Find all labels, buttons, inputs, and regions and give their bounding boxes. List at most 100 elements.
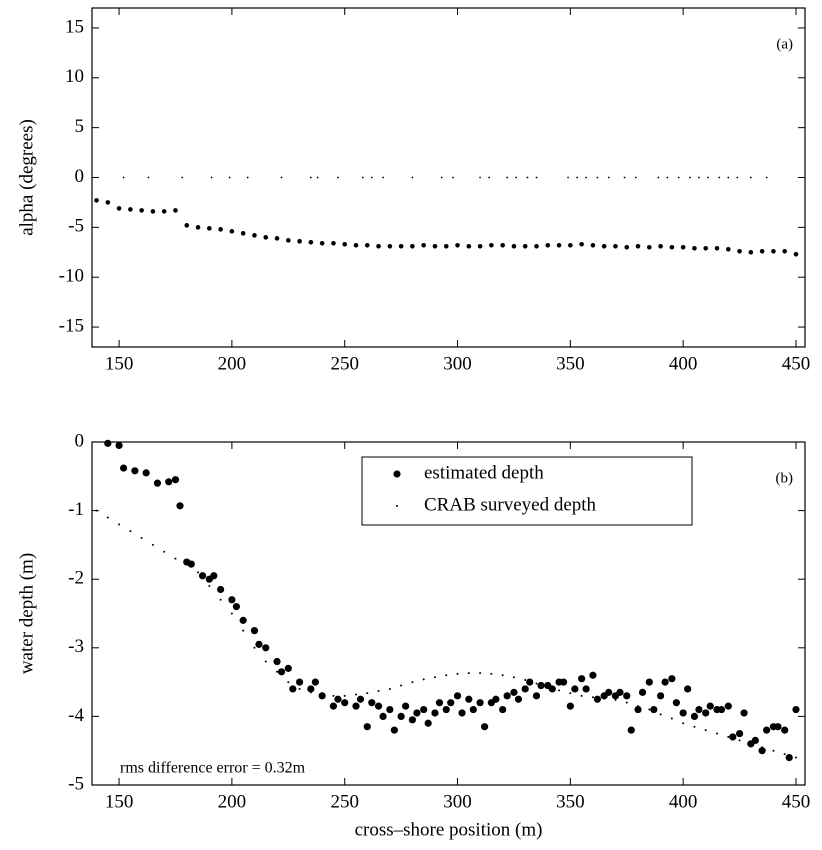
data-point xyxy=(442,705,450,714)
data-point xyxy=(481,723,489,731)
data-point xyxy=(556,243,562,248)
x-tick-label: 450 xyxy=(782,791,811,812)
data-point xyxy=(469,705,477,714)
data-point xyxy=(648,708,651,711)
data-point xyxy=(252,233,257,238)
data-point xyxy=(118,523,121,526)
data-point xyxy=(603,697,606,700)
data-point xyxy=(724,702,732,710)
data-point xyxy=(794,756,797,759)
data-point xyxy=(772,749,775,752)
data-point xyxy=(217,585,225,594)
data-point xyxy=(370,176,373,179)
data-point xyxy=(353,243,359,248)
data-point xyxy=(289,685,297,693)
data-point xyxy=(727,176,730,179)
y-axis-label: alpha (degrees) xyxy=(16,119,37,236)
data-point xyxy=(716,732,719,735)
data-point xyxy=(727,735,730,738)
y-tick-label: -5 xyxy=(68,773,84,794)
data-point xyxy=(748,249,754,255)
data-point xyxy=(703,245,709,251)
data-point xyxy=(524,679,527,682)
data-point xyxy=(368,699,376,707)
y-tick-label: 0 xyxy=(75,430,85,451)
data-point xyxy=(635,243,641,249)
data-point xyxy=(783,753,786,756)
data-point xyxy=(466,243,472,249)
y-tick-label: -1 xyxy=(68,499,84,520)
y-tick-label: 5 xyxy=(75,116,85,137)
data-point xyxy=(582,685,590,693)
data-point xyxy=(390,726,398,734)
data-point xyxy=(656,692,665,700)
x-tick-label: 300 xyxy=(443,353,472,374)
x-tick-label: 250 xyxy=(330,353,359,374)
data-point xyxy=(645,678,653,686)
data-point xyxy=(593,695,602,703)
data-point xyxy=(410,243,415,249)
data-point xyxy=(689,176,691,179)
data-point xyxy=(297,239,302,244)
data-point xyxy=(514,695,523,703)
y-tick-label: -3 xyxy=(68,636,84,657)
data-point xyxy=(506,176,509,179)
data-point xyxy=(153,479,162,487)
data-point xyxy=(579,242,584,247)
data-point xyxy=(250,627,259,635)
data-point xyxy=(548,685,556,693)
annotation: rms difference error = 0.32m xyxy=(120,760,306,777)
data-point xyxy=(397,712,405,721)
data-point xyxy=(647,244,652,250)
data-point xyxy=(479,672,482,675)
data-point xyxy=(576,176,579,179)
data-point xyxy=(613,243,618,249)
data-point xyxy=(532,692,541,700)
y-tick-label: -4 xyxy=(68,705,84,726)
data-point xyxy=(337,176,339,179)
data-point xyxy=(571,685,579,693)
data-point xyxy=(515,176,518,179)
data-point xyxy=(650,705,658,714)
data-point xyxy=(239,616,247,624)
data-point xyxy=(210,176,213,179)
data-point xyxy=(759,248,765,254)
data-point xyxy=(287,681,290,684)
data-point xyxy=(568,243,573,248)
data-point xyxy=(501,674,504,677)
data-point xyxy=(638,688,647,696)
data-point xyxy=(104,439,112,447)
data-point xyxy=(526,678,534,686)
data-point xyxy=(749,742,752,745)
data-point xyxy=(503,692,511,700)
data-point xyxy=(374,702,383,710)
y-tick-label: -15 xyxy=(59,315,84,336)
data-point xyxy=(453,692,462,700)
data-point xyxy=(420,705,428,714)
data-point xyxy=(411,681,414,684)
data-point xyxy=(115,441,123,450)
data-point xyxy=(386,705,394,714)
data-point xyxy=(341,699,349,707)
data-point xyxy=(246,176,249,179)
data-point xyxy=(116,206,122,211)
data-point xyxy=(284,664,292,672)
x-axis-label: cross–shore position (m) xyxy=(355,819,543,840)
data-point xyxy=(264,660,267,663)
data-point xyxy=(614,698,617,701)
data-point xyxy=(607,176,610,179)
data-point xyxy=(364,243,370,248)
data-point xyxy=(758,747,766,755)
data-point xyxy=(147,176,150,179)
data-point xyxy=(585,176,588,179)
data-point xyxy=(707,176,709,179)
data-point xyxy=(616,688,624,696)
data-point xyxy=(207,226,212,231)
data-point xyxy=(187,560,195,568)
data-point xyxy=(342,242,348,247)
data-point xyxy=(334,695,342,703)
data-point xyxy=(128,207,133,212)
legend-marker xyxy=(393,470,401,478)
data-point xyxy=(447,699,455,707)
